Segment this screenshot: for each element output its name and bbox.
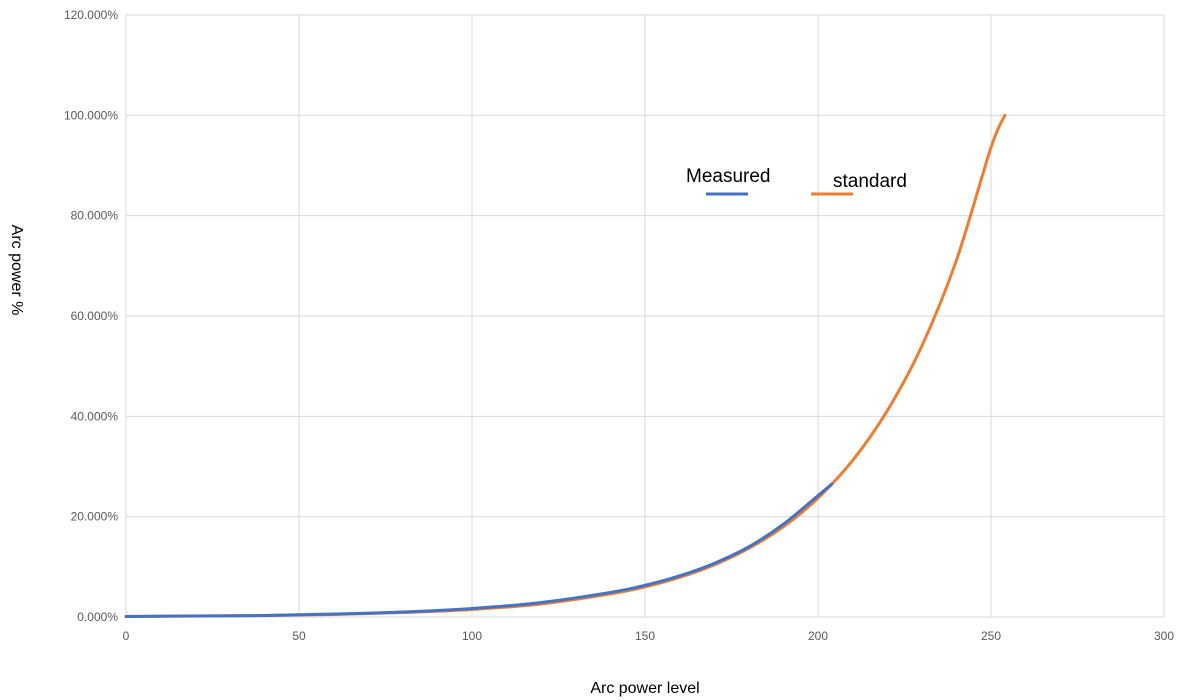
- gridlines: [125, 14, 1165, 618]
- series-group: [124, 113, 1007, 618]
- legend: Measured standard: [686, 166, 907, 196]
- x-tick-label: 0: [123, 629, 130, 643]
- y-tick-label: 40.000%: [71, 409, 119, 423]
- y-tick-label: 120.000%: [64, 8, 118, 22]
- y-tick-label: 0.000%: [77, 610, 118, 624]
- y-axis-title: Arc power %: [8, 225, 25, 316]
- y-tick-label: 20.000%: [71, 510, 119, 524]
- legend-label-standard: standard: [833, 171, 907, 192]
- x-axis-title: Arc power level: [590, 680, 699, 697]
- y-tick-label: 100.000%: [64, 108, 118, 122]
- x-tick-label: 150: [635, 629, 655, 643]
- x-tick-label: 200: [808, 629, 828, 643]
- y-axis-ticks: 0.000% 20.000% 40.000% 60.000% 80.000% 100.00…: [64, 8, 118, 624]
- legend-label-measured: Measured: [686, 166, 771, 187]
- x-axis-ticks: 0 50 100 150 200 250 300: [123, 629, 1175, 643]
- x-tick-label: 250: [981, 629, 1001, 643]
- x-tick-label: 50: [292, 629, 306, 643]
- x-tick-label: 100: [462, 629, 482, 643]
- y-tick-label: 80.000%: [71, 209, 119, 223]
- x-tick-label: 300: [1154, 629, 1174, 643]
- series-line-measured: [124, 482, 834, 618]
- y-tick-label: 60.000%: [71, 309, 119, 323]
